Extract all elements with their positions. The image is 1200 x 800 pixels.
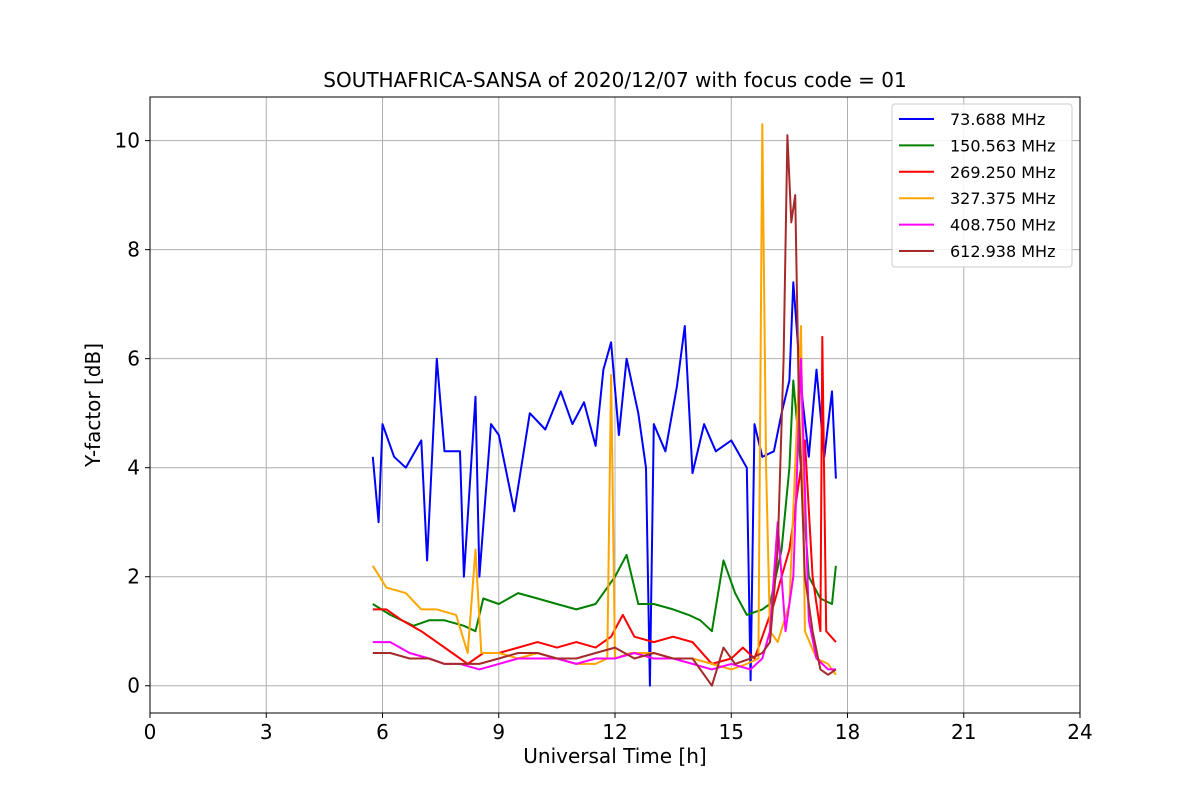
x-tick-label: 18 (835, 720, 860, 744)
x-axis-ticks: 0 3 6 9 12 15 18 21 24 (144, 713, 1093, 744)
x-tick-label: 24 (1067, 720, 1092, 744)
series-line (372, 379, 837, 633)
x-tick-label: 6 (376, 720, 389, 744)
legend-label: 150.563 MHz (950, 136, 1055, 155)
legend: 73.688 MHz 150.563 MHz 269.250 MHz 327.375 … (891, 103, 1073, 268)
y-axis-ticks: 0 2 4 6 8 10 (115, 129, 150, 698)
x-tick-label: 15 (719, 720, 744, 744)
x-tick-label: 9 (492, 720, 505, 744)
y-tick-label: 0 (127, 674, 140, 698)
legend-label: 612.938 MHz (950, 242, 1055, 261)
y-tick-label: 10 (115, 129, 140, 153)
y-axis-label: Y-factor [dB] (81, 343, 105, 468)
x-tick-label: 21 (951, 720, 976, 744)
x-axis-label: Universal Time [h] (523, 744, 706, 768)
y-tick-label: 6 (127, 347, 140, 371)
legend-label: 269.250 MHz (950, 163, 1055, 182)
legend-label: 73.688 MHz (950, 110, 1045, 129)
chart-title: SOUTHAFRICA-SANSA of 2020/12/07 with foc… (323, 68, 907, 92)
series-layer (371, 123, 837, 687)
series-line (372, 335, 837, 665)
legend-box (891, 103, 1073, 268)
series-line (372, 134, 837, 687)
y-tick-label: 8 (127, 238, 140, 262)
x-tick-label: 0 (144, 720, 157, 744)
legend-label: 408.750 MHz (950, 216, 1055, 235)
y-tick-label: 2 (127, 565, 140, 589)
x-tick-label: 3 (260, 720, 273, 744)
y-tick-label: 4 (127, 456, 140, 480)
series-line (371, 281, 837, 687)
x-tick-label: 12 (602, 720, 627, 744)
legend-label: 327.375 MHz (950, 189, 1055, 208)
